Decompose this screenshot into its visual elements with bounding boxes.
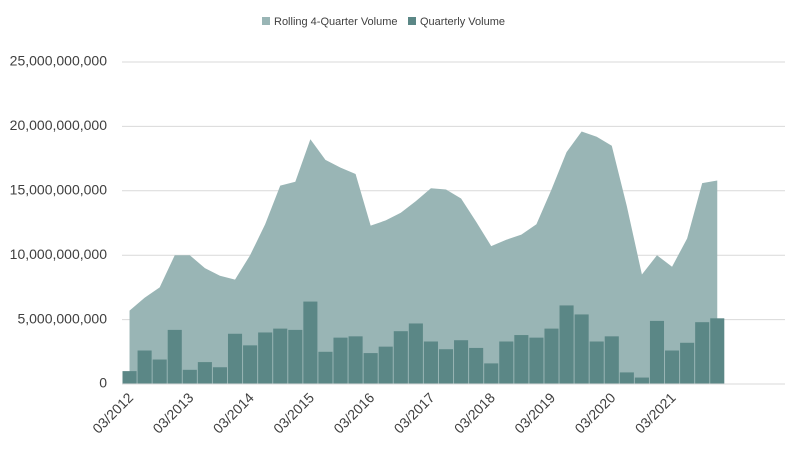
- bar: [197, 362, 212, 384]
- x-tick-label: 03/2021: [632, 389, 679, 436]
- bar: [378, 346, 393, 384]
- bar: [408, 323, 423, 384]
- bar: [212, 367, 227, 384]
- y-tick-label: 15,000,000,000: [10, 182, 108, 198]
- bar: [695, 322, 710, 384]
- bar: [423, 341, 438, 384]
- x-tick-label: 03/2015: [270, 389, 317, 436]
- bar: [454, 340, 469, 384]
- bar: [273, 328, 288, 384]
- bar: [604, 336, 619, 384]
- bar: [529, 337, 544, 384]
- y-tick-label: 10,000,000,000: [10, 246, 108, 262]
- y-tick-label: 0: [99, 375, 107, 391]
- bar: [574, 314, 589, 384]
- area: [129, 131, 718, 384]
- x-tick-label: 03/2013: [149, 389, 196, 436]
- legend-swatch: [262, 17, 270, 25]
- legend-label: Quarterly Volume: [420, 16, 505, 28]
- bar: [318, 351, 333, 384]
- bar: [665, 350, 680, 384]
- legend-label: Rolling 4-Quarter Volume: [274, 16, 398, 28]
- bar: [634, 377, 649, 384]
- y-tick-label: 20,000,000,000: [10, 117, 108, 133]
- bar: [499, 341, 514, 384]
- x-tick-label: 03/2018: [451, 389, 498, 436]
- bar: [122, 371, 137, 384]
- bar: [288, 329, 303, 384]
- bar: [514, 335, 529, 384]
- bar: [393, 331, 408, 384]
- bar: [589, 341, 604, 384]
- bar: [348, 336, 363, 384]
- bar: [680, 342, 695, 384]
- bar: [710, 318, 725, 384]
- bar: [258, 332, 273, 384]
- bar: [152, 359, 167, 384]
- bar: [227, 333, 243, 384]
- bar: [619, 372, 634, 384]
- x-tick-label: 03/2016: [330, 389, 377, 436]
- legend-swatch: [408, 17, 416, 25]
- bar: [649, 320, 665, 384]
- bar: [303, 301, 318, 384]
- bar: [167, 329, 182, 384]
- bar: [544, 328, 559, 384]
- x-tick-label: 03/2020: [571, 389, 618, 436]
- x-tick-label: 03/2012: [89, 389, 136, 436]
- bar: [243, 345, 258, 384]
- bar: [363, 353, 378, 384]
- bar: [137, 350, 152, 384]
- bar: [182, 369, 197, 384]
- x-tick-label: 03/2019: [511, 389, 558, 436]
- bar: [438, 349, 454, 384]
- y-tick-label: 5,000,000,000: [17, 310, 107, 326]
- x-tick-label: 03/2014: [210, 389, 257, 436]
- y-tick-label: 25,000,000,000: [10, 53, 108, 69]
- bar: [484, 363, 499, 384]
- bar: [333, 337, 348, 384]
- bar: [559, 305, 574, 384]
- x-tick-label: 03/2017: [391, 389, 438, 436]
- bar: [469, 347, 484, 384]
